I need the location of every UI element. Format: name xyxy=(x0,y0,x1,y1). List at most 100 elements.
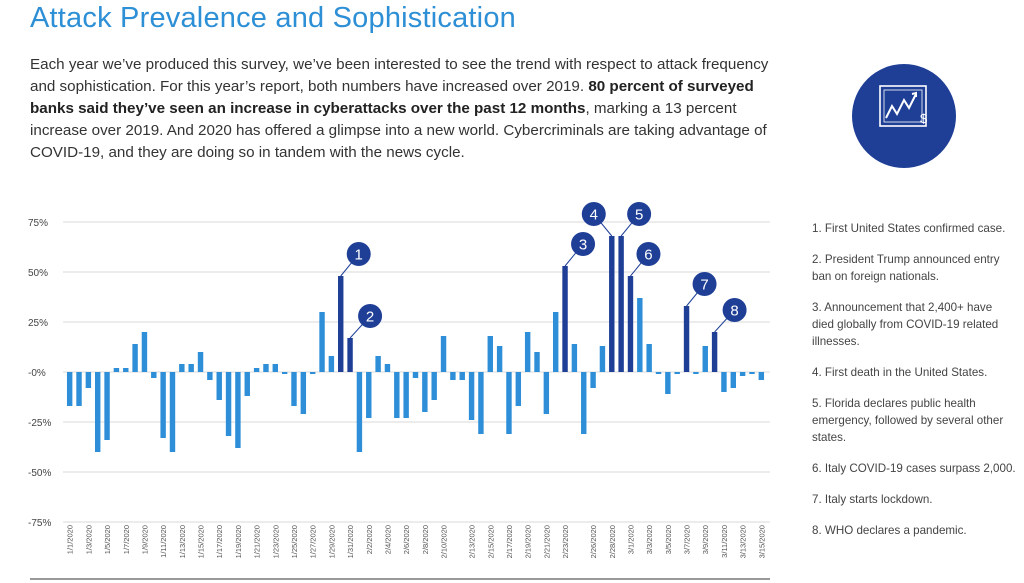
bar xyxy=(459,372,465,380)
x-tick-label: 3/7/2020 xyxy=(683,525,692,554)
bar xyxy=(244,372,250,396)
bar xyxy=(356,372,363,452)
bar xyxy=(590,372,596,388)
growth-badge: $ xyxy=(852,64,956,168)
x-tick-label: 3/11/2020 xyxy=(720,525,729,558)
annotation-marker xyxy=(722,298,747,322)
bar xyxy=(515,372,522,406)
bar xyxy=(66,372,73,406)
annotation-label: 2 xyxy=(366,309,374,326)
bar xyxy=(291,372,297,406)
bar xyxy=(571,344,578,372)
annotation-marker xyxy=(692,272,717,296)
x-tick-label: 2/19/2020 xyxy=(524,525,533,558)
x-tick-label: 2/26/2020 xyxy=(589,525,598,558)
y-tick-label: 50% xyxy=(28,268,48,279)
intro-text-1: Each year we’ve produced this survey, we… xyxy=(30,56,769,95)
intro-paragraph: Each year we’ve produced this survey, we… xyxy=(30,54,790,164)
bar xyxy=(506,372,512,434)
legend-item-2: 2. President Trump announced entry ban o… xyxy=(812,253,1000,283)
bar xyxy=(384,364,391,372)
bar xyxy=(197,352,204,372)
bar xyxy=(300,372,307,414)
bar xyxy=(263,364,269,372)
x-tick-label: 3/13/2020 xyxy=(739,525,748,558)
bar xyxy=(141,332,148,372)
y-tick-label: -0% xyxy=(28,368,46,379)
bar xyxy=(169,372,176,452)
legend-item-3: 3. Announcement that 2,400+ have died gl… xyxy=(812,301,999,348)
attack-trend-chart: 75% 50% 25% -0% -25% -50% -75% 1/1/2020 1/3/2020… xyxy=(28,202,770,558)
x-tick-label: 2/6/2020 xyxy=(402,525,411,554)
legend-item-7: 7. Italy starts lockdown. xyxy=(812,493,933,506)
x-tick-label: 1/11/2020 xyxy=(159,525,168,558)
bar xyxy=(431,372,437,400)
annotation-label: 8 xyxy=(730,303,738,320)
bar xyxy=(440,336,447,372)
bar xyxy=(403,372,409,418)
x-tick-label: 3/15/2020 xyxy=(757,525,766,558)
bar xyxy=(552,312,559,372)
bar xyxy=(468,372,475,420)
bar xyxy=(160,372,166,438)
bar xyxy=(702,346,708,372)
x-tick-label: 3/9/2020 xyxy=(701,525,710,554)
bar xyxy=(319,312,325,372)
bar xyxy=(235,372,241,448)
x-tick-label: 2/2/2020 xyxy=(365,525,374,554)
x-tick-label: 1/17/2020 xyxy=(215,525,224,558)
bar xyxy=(366,372,372,418)
bar xyxy=(188,364,194,372)
annotation-marker xyxy=(358,304,383,328)
bar xyxy=(730,372,736,388)
legend-item-4: 4. First death in the United States. xyxy=(812,366,988,379)
x-tick-label: 2/28/2020 xyxy=(608,525,617,558)
bar xyxy=(711,332,718,372)
x-tick-label: 2/4/2020 xyxy=(383,525,392,554)
x-tick-label: 1/9/2020 xyxy=(140,525,149,554)
bar xyxy=(749,372,755,374)
bar xyxy=(496,346,503,372)
x-tick-label: 2/17/2020 xyxy=(505,525,514,558)
legend-item-5: 5. Florida declares public health emerge… xyxy=(812,397,1004,444)
bar xyxy=(132,344,138,372)
annotation-marker xyxy=(581,202,606,226)
annotation-marker xyxy=(346,242,371,266)
bar xyxy=(562,266,568,372)
legend-item-8: 8. WHO declares a pandemic. xyxy=(812,524,967,537)
y-tick-label: 25% xyxy=(28,318,48,329)
footer-divider xyxy=(30,578,770,580)
y-tick-label: -75% xyxy=(28,518,51,529)
x-tick-label: 3/5/2020 xyxy=(664,525,673,554)
bar xyxy=(207,372,213,380)
annotation-marker xyxy=(627,202,652,226)
annotation-label: 7 xyxy=(700,277,708,294)
x-tick-label: 2/8/2020 xyxy=(421,525,430,554)
growth-chart-dollar-icon: $ xyxy=(879,85,928,127)
bar xyxy=(394,372,400,418)
annotation-label: 1 xyxy=(355,247,363,264)
bar xyxy=(76,372,82,406)
annotation-label: 5 xyxy=(635,207,643,224)
bar xyxy=(627,276,634,372)
bar xyxy=(216,372,222,400)
legend-item-1: 1. First United States confirmed case. xyxy=(812,222,1006,235)
intro-bold-text: 80 percent of surveyed banks said they’v… xyxy=(30,78,754,117)
bar xyxy=(683,306,690,372)
bar xyxy=(253,368,260,372)
bar xyxy=(665,372,671,394)
bar xyxy=(618,236,624,372)
x-tick-label: 2/15/2020 xyxy=(486,525,495,558)
bar xyxy=(674,372,680,374)
x-tick-label: 1/7/2020 xyxy=(122,525,131,554)
bar xyxy=(272,364,279,372)
annotation-marker xyxy=(571,232,596,256)
x-tick-label: 1/29/2020 xyxy=(327,525,336,558)
x-tick-label: 1/13/2020 xyxy=(178,525,187,558)
bar xyxy=(113,368,120,372)
bar xyxy=(609,236,615,372)
x-tick-label: 3/1/2020 xyxy=(626,525,635,554)
bar xyxy=(309,372,316,374)
bar xyxy=(739,372,746,376)
bar xyxy=(693,372,699,374)
